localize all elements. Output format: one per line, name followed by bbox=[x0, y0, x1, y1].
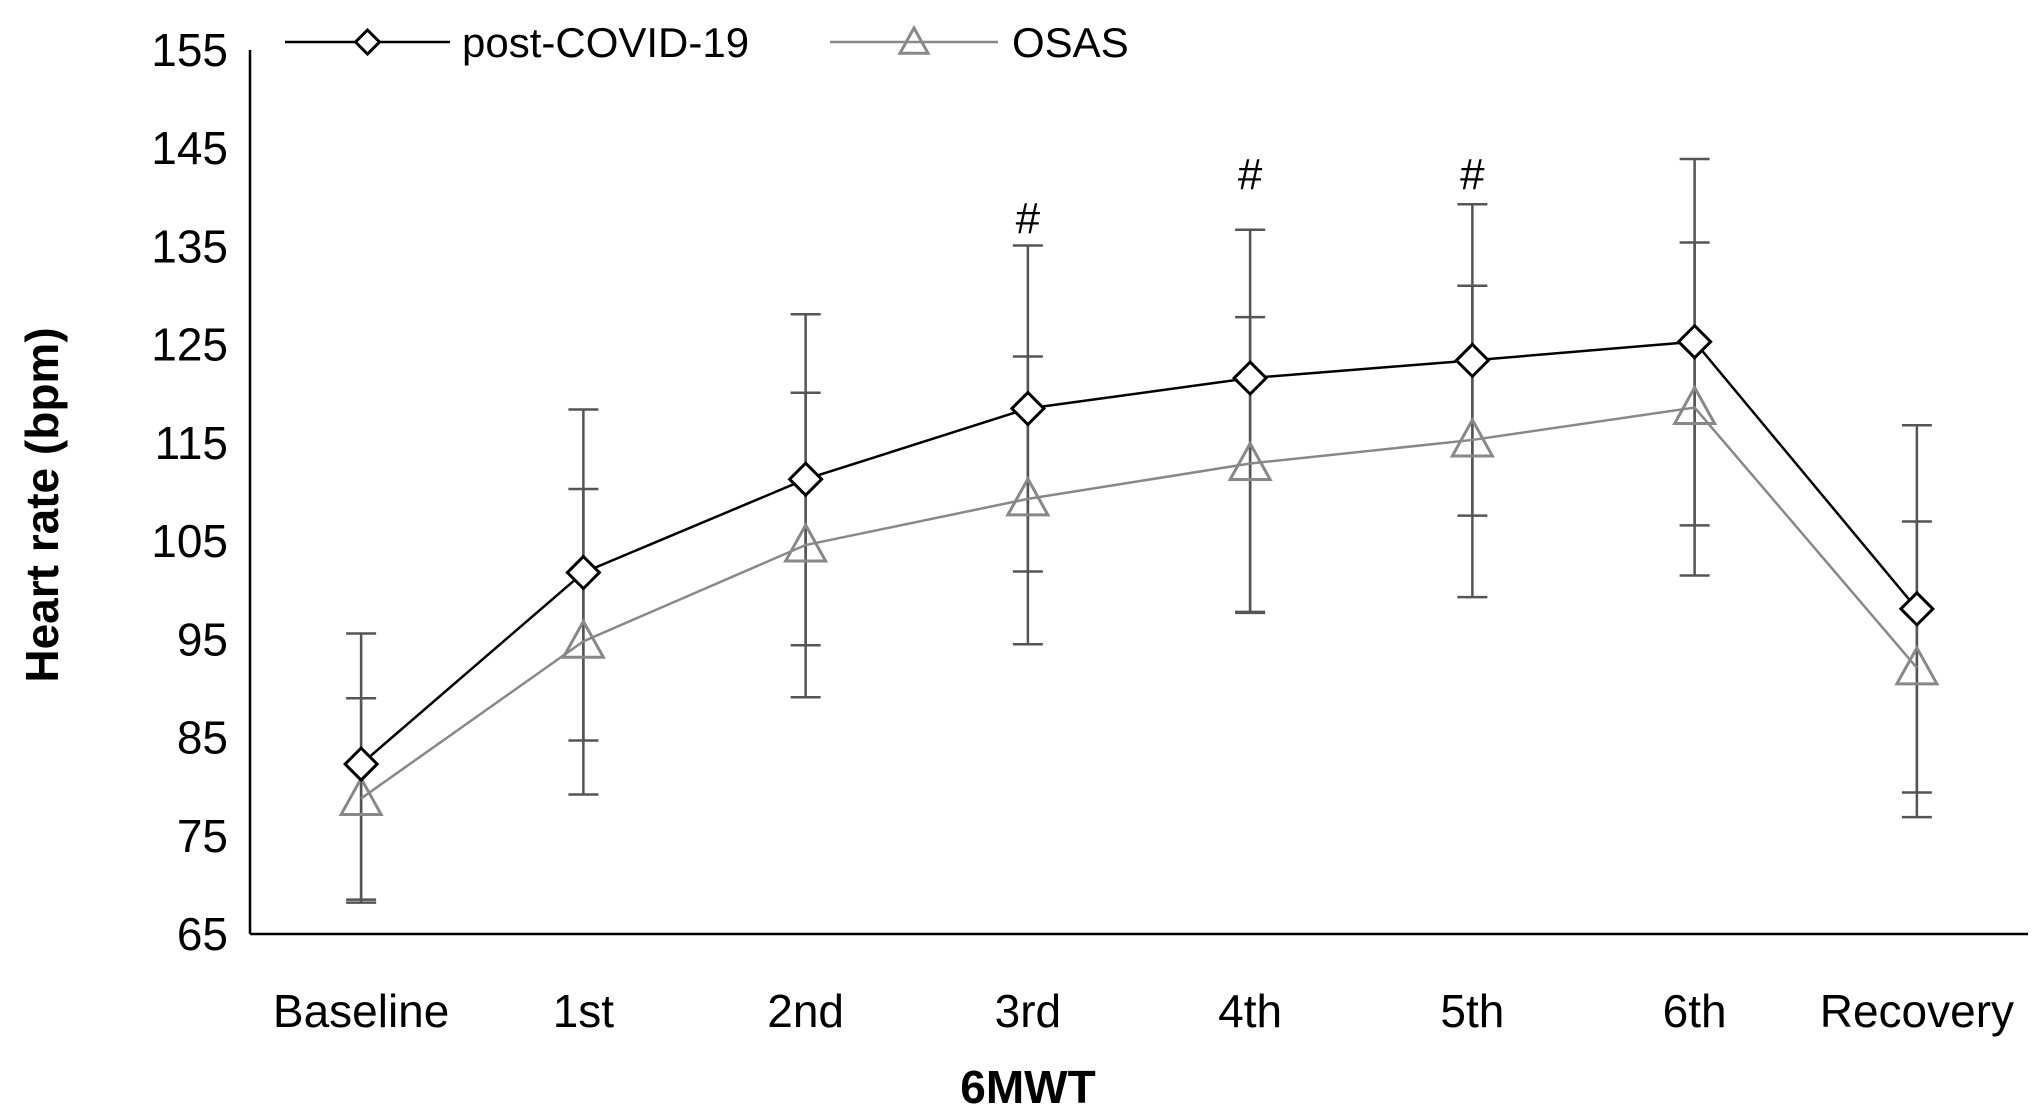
data-point-post-covid-19 bbox=[343, 745, 380, 783]
x-tick-label: Recovery bbox=[1820, 985, 2014, 1037]
legend: post-COVID-19 OSAS bbox=[285, 19, 1129, 66]
data-point-osas bbox=[1894, 644, 1940, 686]
data-point-post-covid-19 bbox=[787, 461, 824, 498]
series bbox=[338, 323, 1940, 816]
data-point-post-covid-19 bbox=[1676, 323, 1713, 360]
y-axis-title: Heart rate (bpm) bbox=[16, 327, 68, 682]
series-line-osas bbox=[360, 406, 1918, 800]
y-tick-label: 135 bbox=[151, 220, 228, 272]
y-tick-label: 125 bbox=[151, 319, 228, 371]
data-point-post-covid-19 bbox=[1454, 342, 1491, 379]
y-tick-label: 65 bbox=[177, 908, 228, 960]
y-tick-label: 155 bbox=[151, 24, 228, 76]
legend-label-osas: OSAS bbox=[1012, 19, 1129, 66]
x-tick-label: 1st bbox=[553, 985, 615, 1037]
y-tick-label: 75 bbox=[177, 810, 228, 862]
data-point-post-covid-19 bbox=[1009, 390, 1046, 427]
axes: 65 75 85 95 105 115 125 135 145 155 Baseline 1st 2nd… bbox=[151, 24, 2028, 1037]
x-tick-label: Baseline bbox=[273, 985, 449, 1037]
data-point-osas bbox=[1005, 475, 1051, 517]
annotations: # # # bbox=[1016, 150, 1486, 243]
y-tick-label: 105 bbox=[151, 515, 228, 567]
x-tick-label: 5th bbox=[1440, 985, 1504, 1037]
x-tick-label: 2nd bbox=[767, 985, 844, 1037]
y-tick-label: 95 bbox=[177, 613, 228, 665]
legend-marker-osas bbox=[897, 24, 931, 55]
significance-marker: # bbox=[1016, 194, 1041, 243]
data-point-post-covid-19 bbox=[1898, 590, 1935, 628]
legend-marker-post-covid-19 bbox=[353, 27, 382, 57]
data-point-osas bbox=[1672, 384, 1718, 426]
data-point-post-covid-19 bbox=[565, 554, 602, 591]
x-tick-label: 4th bbox=[1218, 985, 1282, 1037]
data-point-post-covid-19 bbox=[1232, 359, 1269, 397]
error-bars bbox=[346, 157, 1932, 904]
y-tick-label: 145 bbox=[151, 122, 228, 174]
data-point-osas bbox=[560, 618, 606, 659]
data-point-osas bbox=[783, 521, 829, 563]
x-tick-label: 6th bbox=[1663, 985, 1727, 1037]
series-line-post-covid-19 bbox=[360, 340, 1918, 766]
significance-marker: # bbox=[1460, 150, 1485, 199]
x-axis-title: 6MWT bbox=[960, 1061, 1095, 1113]
y-tick-label: 115 bbox=[155, 417, 228, 469]
y-tick-label: 85 bbox=[177, 712, 228, 764]
x-tick-label: 3rd bbox=[995, 985, 1061, 1037]
data-point-osas bbox=[1449, 416, 1495, 458]
legend-label-post-covid-19: post-COVID-19 bbox=[462, 19, 749, 66]
significance-marker: # bbox=[1238, 150, 1263, 199]
data-point-osas bbox=[338, 775, 384, 816]
data-point-osas bbox=[1227, 440, 1273, 482]
